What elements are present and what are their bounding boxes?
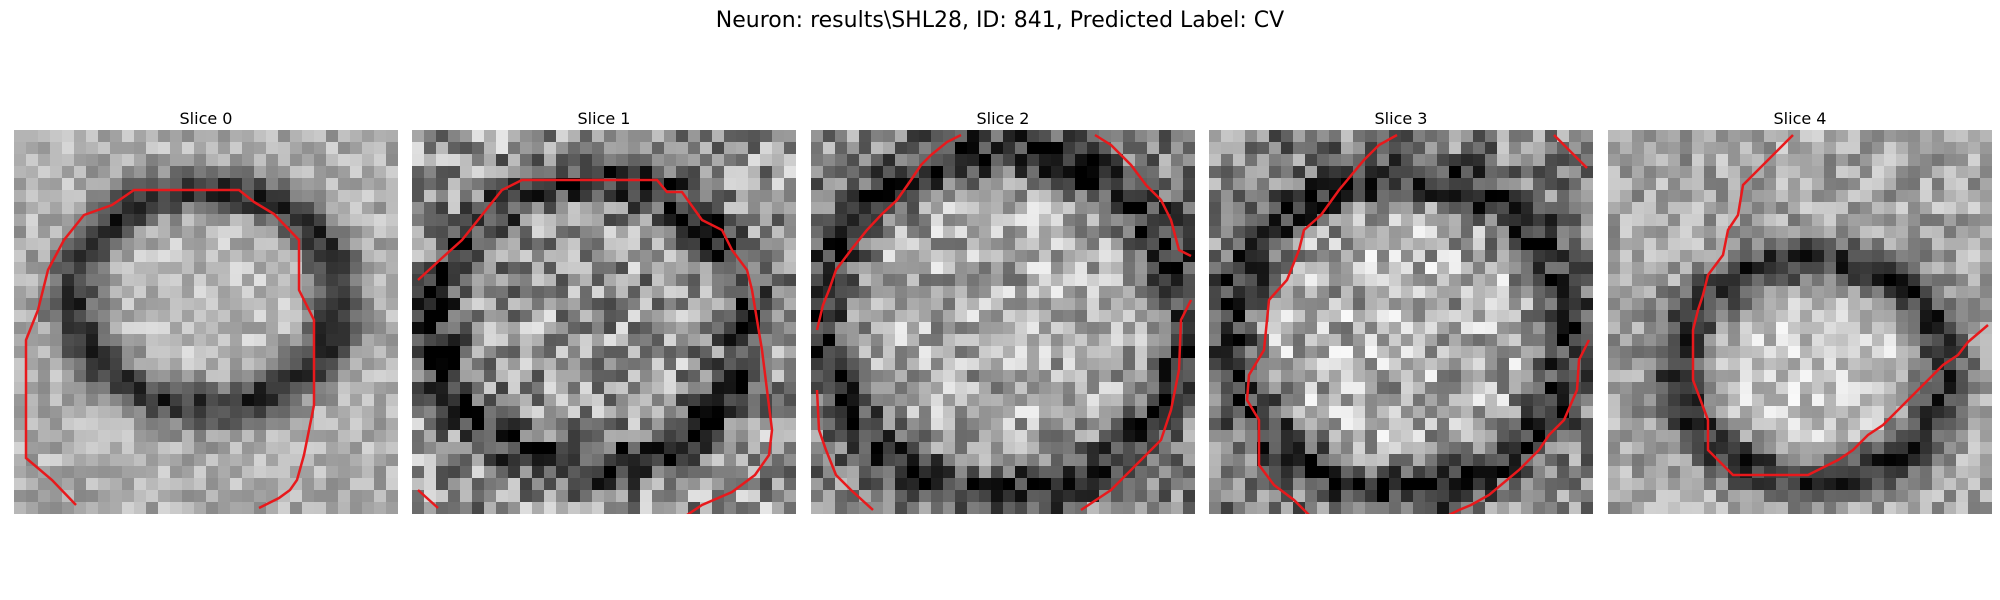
- slice-title: Slice 3: [1374, 109, 1428, 128]
- figure-title: Neuron: results\SHL28, ID: 841, Predicte…: [715, 8, 1285, 33]
- slice-panel-0: Slice 0: [14, 108, 398, 514]
- slice-title: Slice 0: [179, 109, 233, 128]
- grayscale-image: [1209, 130, 1593, 514]
- slice-title: Slice 2: [976, 109, 1030, 128]
- contour-line: [1245, 133, 1591, 514]
- slice-panel-4: Slice 4: [1608, 108, 1992, 514]
- slice-panel-3: Slice 3: [1209, 108, 1593, 514]
- grayscale-image: [14, 130, 398, 514]
- slice-image: [1209, 130, 1593, 514]
- contour-line: [1691, 134, 1989, 477]
- slice-title: Slice 4: [1773, 109, 1827, 128]
- slice-image: [1608, 130, 1992, 514]
- grayscale-image: [412, 130, 796, 514]
- slice-panel-1: Slice 1: [412, 108, 796, 514]
- slice-image: [14, 130, 398, 514]
- slice-panel-2: Slice 2: [811, 108, 1195, 514]
- contour-line: [815, 133, 1193, 512]
- slice-image: [412, 130, 796, 514]
- slice-image: [811, 130, 1195, 514]
- contour-line: [24, 188, 316, 510]
- grayscale-image: [811, 130, 1195, 514]
- contour-line: [417, 178, 774, 514]
- slice-title: Slice 1: [577, 109, 631, 128]
